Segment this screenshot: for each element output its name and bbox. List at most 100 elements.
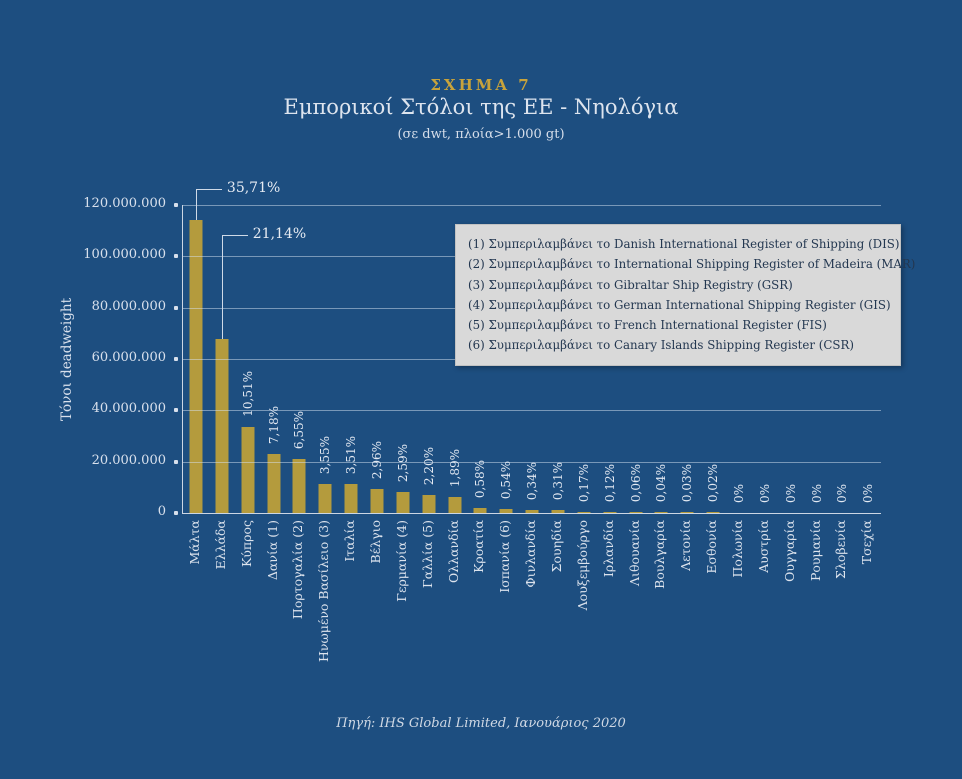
category-cell: Πολωνία — [725, 517, 751, 695]
bar — [318, 483, 332, 513]
bar-value-label: 3,51% — [344, 436, 359, 475]
y-tick-label: 60.000.000 — [91, 350, 166, 365]
category-label-wrap: Ελλάδα — [213, 520, 228, 573]
bar-slot — [209, 205, 235, 513]
category-label: Κροατία — [471, 520, 487, 573]
bar-value-label-wrap: 0,06% — [628, 463, 643, 506]
bar-value-label: 0,31% — [550, 462, 565, 501]
chart-subtitle: (σε dwt, πλοία>1.000 gt) — [397, 127, 565, 142]
bar-value-label-wrap: 2,20% — [421, 446, 436, 489]
category-label-wrap: Ιρλανδία — [600, 520, 615, 581]
bar-value-label-wrap: 10,51% — [241, 371, 255, 421]
bar-slot: 2,96% — [364, 205, 390, 513]
category-cell: Φινλανδία — [518, 517, 544, 695]
category-label: Γερμανία (4) — [393, 520, 409, 602]
category-label-wrap: Πολωνία — [730, 520, 745, 581]
category-label: Σουηδία — [548, 520, 564, 573]
category-label-wrap: Δανία (1) — [264, 520, 279, 584]
category-label: Τσεχία — [859, 520, 875, 565]
legend-note: (4) Συμπεριλαμβάνει το German Internatio… — [468, 297, 891, 312]
category-label-wrap: Λετονία — [678, 520, 693, 575]
legend-note: (5) Συμπεριλαμβάνει το French Internatio… — [468, 318, 827, 333]
category-label-wrap: Κύπρος — [238, 520, 253, 571]
bar-value-label: 0% — [783, 483, 798, 503]
category-cell: Εσθονία — [699, 517, 725, 695]
bar — [577, 511, 591, 513]
bar-value-label: 0,12% — [602, 463, 617, 502]
bar-slot: 3,51% — [338, 205, 364, 513]
category-label-wrap: Λουξεμβούργο — [574, 520, 590, 614]
bar-value-label-wrap: 2,59% — [396, 444, 410, 486]
bar-slot: 0,03% — [674, 205, 700, 513]
bar-value-label: 0,06% — [628, 463, 643, 502]
gridline — [183, 205, 881, 206]
bar-slot: 0,02% — [700, 205, 726, 513]
bar-value-label: 2,20% — [421, 446, 436, 486]
category-cell: Λουξεμβούργο — [570, 517, 596, 695]
plot-area: 10,51% 7,18% 6,55% 3,55% 3,51% 2,96% 2,59% 2,20… — [174, 180, 881, 515]
bar-value-label: 0% — [757, 483, 772, 503]
category-label: Ιταλία — [341, 520, 357, 562]
category-label: Μάλτα — [186, 520, 202, 565]
category-label-wrap: Εσθονία — [704, 520, 719, 578]
bar-value-label: 3,55% — [318, 435, 333, 474]
category-label-wrap: Γερμανία (4) — [393, 520, 409, 606]
bar-slot: 0,06% — [623, 205, 649, 513]
bar — [448, 497, 462, 513]
category-label-wrap: Ιταλία — [341, 520, 357, 566]
callout-leader-horizontal — [221, 235, 248, 236]
category-label: Πορτογαλία (2) — [290, 520, 306, 620]
category-cell: Δανία (1) — [260, 517, 286, 695]
category-label: Λουξεμβούργο — [574, 520, 590, 611]
bar-value-label-wrap: 0% — [810, 484, 824, 507]
category-cell: Ισπανία (6) — [492, 517, 518, 695]
source-note: Πηγή: IHS Global Limited, Ιανουάριος 202… — [336, 716, 626, 731]
bar-value-label: 0,34% — [525, 462, 540, 501]
category-cell: Σλοβενία — [828, 517, 854, 695]
bar — [629, 512, 643, 513]
bar — [499, 508, 513, 513]
category-label-wrap: Ρουμανία — [807, 520, 822, 585]
callout-leader-vertical — [221, 235, 223, 340]
category-label-wrap: Αυστρία — [755, 520, 771, 577]
bar-value-label-wrap: 0,31% — [550, 462, 565, 504]
category-cell: Κροατία — [466, 517, 492, 695]
y-tick-marker — [174, 203, 178, 207]
category-label-wrap: Τσεχία — [859, 520, 875, 568]
y-tick-marker — [174, 254, 178, 259]
callout-leader-vertical — [195, 189, 197, 220]
bar-value-label: 0% — [731, 483, 746, 503]
category-cell: Ιταλία — [337, 517, 363, 695]
bar-value-label-wrap: 0,54% — [499, 461, 513, 503]
bar-value-label: 0,03% — [680, 463, 695, 502]
bar-slot: 2,59% — [390, 205, 416, 513]
bar — [525, 510, 539, 513]
category-cell: Λετονία — [673, 517, 699, 695]
category-cell: Τσεχία — [854, 517, 880, 695]
bar-value-label-wrap: 0% — [731, 483, 746, 507]
bar-value-label: 7,18% — [266, 405, 281, 444]
bar-value-label-wrap: 3,55% — [318, 435, 333, 478]
y-tick-marker — [174, 408, 178, 413]
category-label: Αυστρία — [755, 520, 771, 573]
bar — [654, 512, 668, 513]
category-cell: Ελλάδα — [208, 517, 234, 695]
y-tick-label: 40.000.000 — [91, 401, 166, 417]
legend-note: (3) Συμπεριλαμβάνει το Gibraltar Ship Re… — [468, 277, 793, 292]
bar — [473, 508, 487, 513]
category-label-wrap: Βέλγιο — [368, 520, 383, 567]
gridline — [183, 410, 881, 412]
bar-slot: 6,55% — [286, 205, 312, 513]
bar-slot: 0,04% — [648, 205, 674, 513]
bar-value-label-wrap: 0% — [835, 484, 849, 507]
bar-slot: 7,18% — [261, 205, 287, 513]
bar-value-label: 0,04% — [654, 463, 669, 502]
bar — [422, 495, 436, 513]
category-label-wrap: Βουλγαρία — [652, 520, 667, 593]
x-axis-category-labels: Μάλτα Ελλάδα Κύπρος Δανία (1) Πορτογαλία (2)… — [182, 517, 880, 695]
y-tick-marker — [174, 511, 178, 515]
category-cell: Αυστρία — [751, 517, 777, 695]
footnote-legend-box: (1) Συμπεριλαμβάνει το Danish Internatio… — [455, 224, 915, 366]
callout-leader-horizontal — [195, 189, 222, 190]
y-tick-marker — [174, 357, 178, 361]
